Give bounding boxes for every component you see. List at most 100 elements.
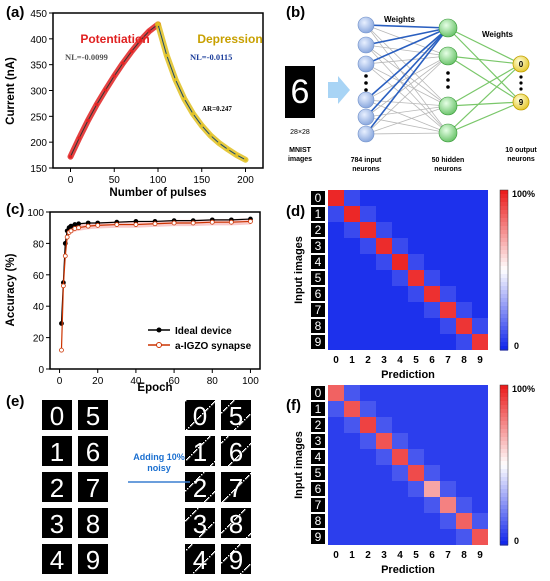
chart-d-cell: [472, 302, 488, 318]
noise-pixel: [247, 566, 249, 568]
noise-pixel: [238, 545, 240, 547]
chart-f-cell: [456, 433, 472, 449]
chart-f-cell: [376, 497, 392, 513]
noise-pixel: [239, 484, 241, 486]
chart-d-colorbar-step: [500, 222, 508, 227]
chart-f-cell: [424, 401, 440, 417]
chart-c-ytick-label: 20: [33, 334, 45, 345]
chart-f-colorbar-min: 0: [514, 536, 519, 546]
chart-f-colorbar-step: [500, 417, 508, 422]
chart-f-colorbar-step: [500, 477, 508, 482]
chart-d-cell: [424, 270, 440, 286]
chart-f-colorbar-step: [500, 509, 508, 514]
noise-pixel: [185, 520, 187, 522]
chart-d-colorbar-step: [500, 314, 508, 319]
chart-a-point: [182, 97, 186, 101]
noise-pixel: [230, 403, 232, 405]
chart-d-cell: [360, 270, 376, 286]
noise-pixel: [227, 436, 229, 438]
chart-a-point: [103, 88, 108, 92]
noise-pixel: [195, 570, 197, 572]
chart-d-colorbar-step: [500, 326, 508, 331]
chart-a-point: [130, 49, 134, 53]
weight-line: [365, 24, 449, 107]
label-nl-pot: NL=-0.0099: [65, 52, 108, 62]
legend-igzo: a-IGZO synapse: [175, 341, 252, 352]
chart-f-xtick-label: 3: [381, 550, 387, 561]
noise-pixel: [248, 475, 250, 477]
chart-d-cell: [344, 206, 360, 222]
chart-f-cell: [392, 401, 408, 417]
noise-pixel: [208, 437, 210, 439]
chart-d-cell: [360, 302, 376, 318]
weight-line: [365, 27, 449, 118]
chart-a-ytick-label: 250: [30, 112, 47, 123]
noise-pixel: [195, 450, 197, 452]
chart-f-cell: [344, 417, 360, 433]
noise-pixel: [236, 487, 238, 489]
chart-c-ytick-label: 40: [33, 302, 45, 313]
noise-pixel: [207, 408, 209, 410]
chart-d-ytick-label: 2: [315, 223, 322, 237]
chart-d-cell: [344, 254, 360, 270]
chart-f-cell: [344, 481, 360, 497]
weight-line: [365, 55, 449, 118]
noise-pixel: [248, 565, 250, 567]
chart-a-potentiation-depression: 150 200 250 300 350 400 450 0 50 100 150 200 Poten…: [5, 9, 264, 199]
ellipsis-dot: [446, 85, 450, 89]
chart-d-colorbar-step: [500, 338, 508, 343]
chart-a-point: [77, 136, 81, 140]
chart-f-cell: [392, 529, 408, 545]
noise-pixel: [229, 524, 231, 526]
noise-pixel: [193, 512, 195, 514]
digit-glyph: 5: [229, 401, 243, 431]
noise-pixel: [194, 451, 196, 453]
chart-d-cell: [456, 222, 472, 238]
noise-pixel: [211, 404, 213, 406]
chart-d-row-thumb: [311, 287, 325, 301]
noise-pixel: [191, 484, 193, 486]
noise-pixel: [212, 553, 214, 555]
noise-pixel: [231, 492, 233, 494]
panel-label-c: (c): [6, 201, 25, 218]
chart-f-ylabel: Input images: [293, 431, 305, 499]
noise-pixel: [239, 544, 241, 546]
chart-c-ytick-label: 80: [33, 239, 45, 250]
chart-f-cell: [328, 481, 344, 497]
chart-d-cell: [456, 238, 472, 254]
ellipsis-dot: [364, 88, 368, 92]
hidden-neuron: [438, 123, 458, 143]
noise-pixel: [200, 415, 202, 417]
chart-f-cell: [344, 465, 360, 481]
chart-c-point: [190, 220, 196, 226]
chart-c-frame: [49, 211, 261, 370]
chart-f-colorbar-step: [500, 437, 508, 442]
panel-label-a: (a): [6, 4, 25, 21]
chart-d-colorbar-step: [500, 210, 508, 215]
chart-d-cell: [360, 206, 376, 222]
chart-d-cell: [376, 334, 392, 350]
noise-pixel: [235, 518, 237, 520]
noise-pixel: [199, 536, 201, 538]
noise-pixel: [187, 488, 189, 490]
chart-f-cell: [440, 449, 456, 465]
chart-f-row-thumb: [311, 530, 325, 544]
chart-f-cell: [440, 481, 456, 497]
noise-pixel: [193, 572, 195, 574]
noise-pixel: [211, 524, 213, 526]
chart-d-cell: [328, 270, 344, 286]
weight-line: [447, 63, 522, 107]
noise-pixel: [198, 417, 200, 419]
weight-line: [365, 24, 449, 134]
chart-f-colorbar-step: [500, 449, 508, 454]
noise-pixel: [191, 544, 193, 546]
clean-digit-tile: [78, 472, 108, 502]
noise-pixel: [199, 416, 201, 418]
label-nl-dep: NL=-0.0115: [190, 52, 232, 62]
hidden-neuron: [438, 18, 458, 38]
chart-a-xtick-label: 100: [150, 175, 167, 186]
chart-f-cell: [360, 497, 376, 513]
noise-pixel: [185, 490, 187, 492]
chart-d-cell: [328, 238, 344, 254]
noise-pixel: [201, 444, 203, 446]
